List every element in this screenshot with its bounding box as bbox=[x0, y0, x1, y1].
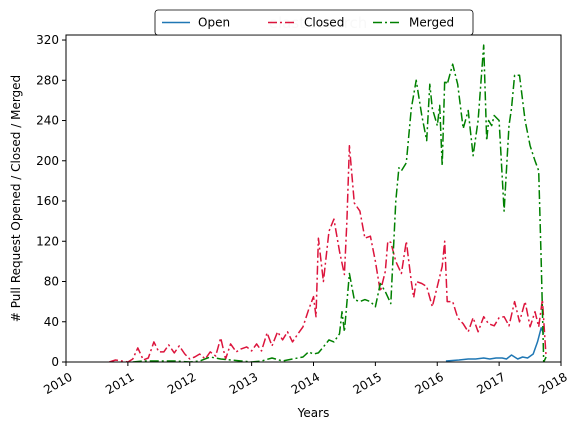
series-line-open bbox=[445, 327, 545, 362]
legend-label-open: Open bbox=[198, 16, 230, 30]
plot-frame bbox=[65, 34, 562, 363]
y-tick-label: 0 bbox=[51, 355, 59, 369]
y-tick-label: 200 bbox=[36, 154, 59, 168]
x-tick-label: 2017 bbox=[474, 370, 507, 397]
x-tick-label: 2012 bbox=[165, 370, 198, 397]
x-tick-label: 2011 bbox=[103, 370, 136, 397]
x-axis-label: Years bbox=[297, 406, 330, 420]
x-tick-label: 2014 bbox=[289, 370, 322, 397]
y-tick-label: 120 bbox=[36, 234, 59, 248]
series-line-closed bbox=[109, 144, 547, 362]
legend-box bbox=[154, 9, 474, 36]
legend-label-merged: Merged bbox=[409, 16, 454, 30]
y-tick-label: 80 bbox=[44, 275, 59, 289]
y-axis-label: # Pull Request Opened / Closed / Merged bbox=[9, 75, 23, 322]
series-line-merged bbox=[132, 44, 547, 362]
x-tick-label: 2015 bbox=[351, 370, 384, 397]
y-tick-label: 40 bbox=[44, 315, 59, 329]
y-tick-label: 320 bbox=[36, 33, 59, 47]
x-tick-label: 2016 bbox=[412, 370, 445, 397]
x-tick-label: 2010 bbox=[41, 370, 74, 397]
y-tick-label: 240 bbox=[36, 114, 59, 128]
x-tick-label: 2018 bbox=[536, 370, 569, 397]
y-tick-label: 160 bbox=[36, 194, 59, 208]
series-layer bbox=[109, 44, 547, 362]
x-tick-label: 2013 bbox=[227, 370, 260, 397]
legend-label-closed: Closed bbox=[304, 16, 344, 30]
legend: Open Closed Merged bbox=[154, 9, 474, 36]
y-tick-label: 280 bbox=[36, 73, 59, 87]
axes: 0 40 80 120 160 200 240 280 320 2010 2011 2012 2013 2… bbox=[36, 33, 570, 397]
